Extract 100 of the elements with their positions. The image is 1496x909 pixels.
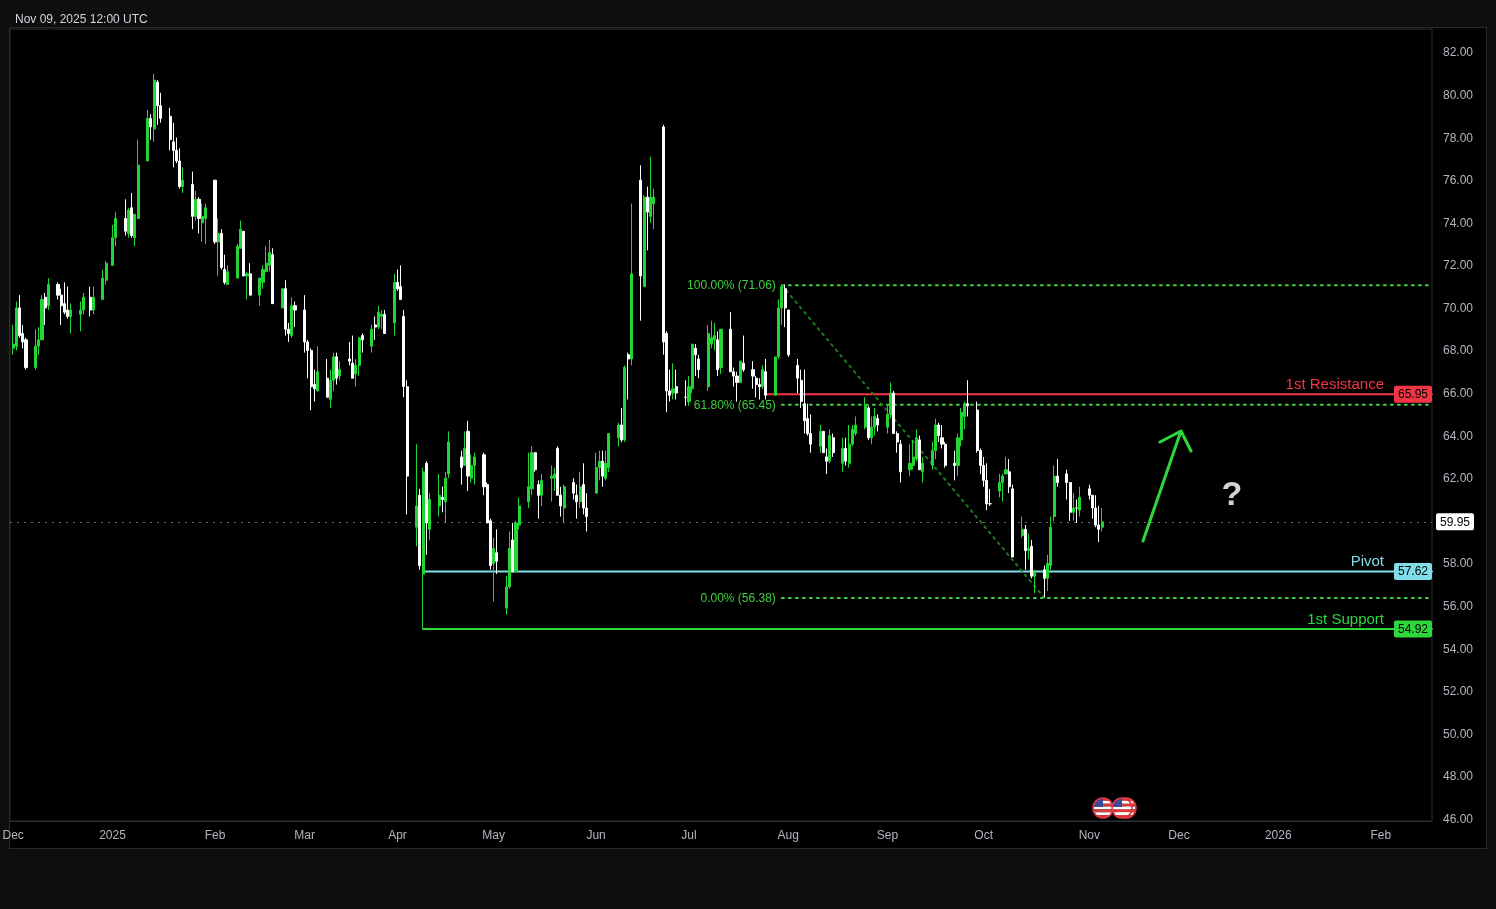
x-tick-label: Jun — [586, 828, 606, 842]
candlestick — [335, 352, 338, 386]
candlestick — [470, 454, 473, 483]
candlestick — [620, 407, 623, 443]
candlestick — [953, 450, 956, 481]
candlestick — [864, 396, 867, 430]
candlestick — [563, 484, 566, 524]
candlestick — [281, 288, 284, 309]
candlestick — [998, 473, 1001, 498]
candlestick — [1021, 516, 1024, 539]
candlestick — [758, 377, 761, 400]
y-tick-label: 52.00 — [1443, 684, 1474, 699]
candlestick — [918, 435, 921, 471]
candlestick — [908, 443, 912, 477]
candlestick — [89, 286, 92, 317]
candlestick — [249, 262, 252, 296]
candlestick — [639, 164, 642, 322]
candlestick — [124, 198, 127, 237]
candlestick — [380, 309, 383, 330]
candlestick — [787, 309, 790, 358]
data-label: 0.00% (56.38) — [700, 590, 776, 605]
candlestick — [1075, 499, 1078, 524]
y-tick-label: 80.00 — [1443, 88, 1474, 102]
candlestick — [627, 352, 630, 400]
annotation: ? — [1221, 474, 1243, 513]
y-tick-label: 56.00 — [1443, 598, 1474, 613]
x-tick-label: Nov — [1078, 828, 1100, 842]
candlestick — [293, 301, 297, 328]
candlestick — [764, 358, 767, 400]
candlestick — [441, 486, 444, 513]
candlestick — [537, 479, 540, 520]
candlestick — [643, 194, 646, 288]
candlestick — [841, 437, 844, 473]
candlestick — [194, 190, 197, 222]
y-tick-label: 58.00 — [1443, 556, 1474, 571]
candlestick — [735, 371, 739, 403]
candlestick — [370, 324, 373, 354]
candlestick — [707, 324, 710, 392]
candlestick — [630, 203, 633, 366]
candlestick — [540, 473, 543, 507]
candlestick — [675, 369, 678, 400]
candlestick — [156, 79, 159, 126]
legend-label: 1st Resistance — [1285, 375, 1384, 393]
candlestick — [326, 358, 329, 398]
x-tick-label: Apr — [388, 828, 407, 842]
candlestick — [876, 413, 879, 432]
candlestick — [803, 369, 806, 435]
x-tick-label: Dec — [1168, 828, 1190, 842]
candlestick — [819, 424, 822, 454]
x-tick-label: May — [482, 828, 505, 842]
data-label: 65.95 — [1397, 387, 1429, 402]
data-label: 100.00% (71.06) — [687, 278, 776, 293]
legend-label: 1st Support — [1307, 609, 1385, 627]
y-tick-label: 76.00 — [1443, 173, 1474, 188]
y-tick-label: 66.00 — [1443, 386, 1474, 401]
candlestick — [1056, 458, 1059, 488]
candlestick — [495, 528, 498, 575]
candlestick — [374, 315, 377, 341]
candlestick — [92, 286, 95, 315]
y-tick-label: 48.00 — [1443, 769, 1474, 784]
candlestick — [428, 492, 431, 541]
candlestick — [34, 328, 37, 371]
candlestick — [694, 343, 697, 377]
x-tick-label: Oct — [974, 828, 994, 842]
x-tick-label: 2025 — [99, 828, 127, 842]
candlestick — [716, 330, 719, 377]
candlestick — [245, 271, 249, 300]
y-tick-label: 50.00 — [1443, 726, 1474, 741]
candlestick — [1033, 569, 1036, 594]
candlestick — [1053, 464, 1056, 522]
candlestick — [377, 305, 380, 330]
y-tick-label: 82.00 — [1443, 45, 1474, 60]
candlestick — [784, 283, 787, 328]
candlestick — [191, 171, 194, 230]
candlestick — [466, 420, 470, 492]
candlestick — [713, 322, 716, 351]
candlestick — [848, 424, 851, 469]
x-tick-label: Aug — [777, 828, 799, 842]
candlestick — [201, 203, 204, 243]
candlestick — [217, 217, 220, 277]
y-tick-label: 62.00 — [1443, 471, 1474, 486]
candlestick — [1024, 524, 1027, 571]
y-tick-label: 70.00 — [1443, 300, 1474, 315]
y-tick-label: 68.00 — [1443, 343, 1474, 358]
legend-label: Pivot — [1350, 552, 1385, 570]
candlestick — [1027, 533, 1030, 560]
x-tick-label: Mar — [294, 828, 315, 842]
y-tick-label: 74.00 — [1443, 215, 1474, 230]
candlestick — [534, 452, 537, 473]
x-tick-label: Sep — [876, 828, 899, 842]
candlestick — [149, 113, 152, 141]
candlestick — [181, 166, 184, 194]
candlestick — [66, 286, 69, 320]
candlestick — [550, 464, 553, 503]
candlestick — [1078, 486, 1081, 518]
candlestick — [966, 379, 969, 417]
candlestick — [338, 360, 341, 381]
y-tick-label: 64.00 — [1443, 428, 1474, 443]
y-tick-label: 54.00 — [1443, 641, 1474, 656]
ref-line-label: 59.95 — [1440, 514, 1471, 529]
